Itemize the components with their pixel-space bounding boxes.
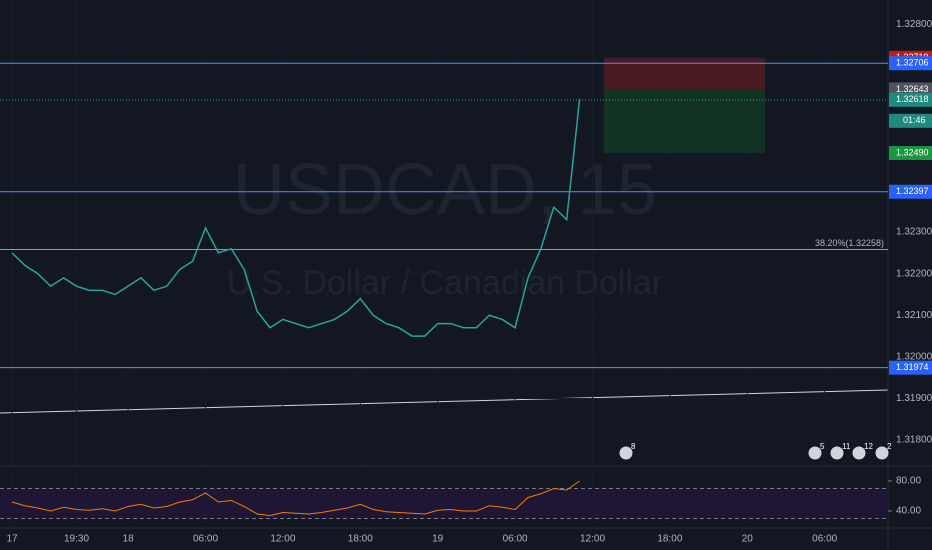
event-count: 2 xyxy=(887,442,892,451)
x-tick-label: 19:30 xyxy=(64,534,89,545)
x-tick-label: 18:00 xyxy=(657,534,682,545)
event-badge[interactable] xyxy=(874,445,890,461)
watermark-subtitle: U.S. Dollar / Canadian Dollar xyxy=(227,264,664,302)
price-tag xyxy=(889,360,932,375)
x-tick-label: 12:00 xyxy=(270,534,295,545)
price-line xyxy=(11,98,581,337)
x-tick-label: 18:00 xyxy=(348,534,373,545)
x-tick-label: 06:00 xyxy=(193,534,218,545)
x-tick-label: 12:00 xyxy=(580,534,605,545)
rsi-band-fill xyxy=(0,488,888,519)
x-tick-label: 06:00 xyxy=(812,534,837,545)
stop-zone xyxy=(604,57,765,90)
watermark: USDCAD, 15 xyxy=(233,150,657,230)
price-tag-label: 1.32643 xyxy=(896,84,929,94)
countdown: 01:46 xyxy=(903,115,926,125)
x-tick-label: 06:00 xyxy=(503,534,528,545)
event-count: 5 xyxy=(820,442,825,451)
event-badge[interactable] xyxy=(807,445,823,461)
y-tick-label: 1.32300 xyxy=(896,227,932,238)
y-tick-label: 80.00 xyxy=(896,476,921,487)
y-tick-label: 1.32200 xyxy=(896,268,932,279)
y-tick-label: 1.32100 xyxy=(896,310,932,321)
event-badge[interactable] xyxy=(851,445,867,461)
price-tag xyxy=(889,56,932,71)
price-tag-label: 1.32490 xyxy=(896,147,929,157)
price-tag-label: 1.32397 xyxy=(896,186,929,196)
event-badge[interactable] xyxy=(829,445,845,461)
target-zone xyxy=(604,89,765,154)
y-tick-label: 1.32800 xyxy=(896,19,932,30)
price-tag xyxy=(889,92,932,107)
rsi-line xyxy=(11,480,580,516)
x-tick-label: 19 xyxy=(432,534,444,545)
price-tag-label: 1.32618 xyxy=(896,94,929,104)
x-tick-label: 20 xyxy=(742,534,754,545)
event-count: 8 xyxy=(631,442,636,451)
fib-label: 38.20%(1.32258) xyxy=(815,238,884,248)
price-tag xyxy=(889,146,932,161)
x-tick-label: 18 xyxy=(123,534,135,545)
y-tick-label: 1.32000 xyxy=(896,352,932,363)
event-count: 12 xyxy=(864,442,873,451)
price-tag xyxy=(889,184,932,199)
y-tick-label: 40.00 xyxy=(896,506,921,517)
y-tick-label: 1.31800 xyxy=(896,435,932,446)
trend-line xyxy=(0,389,889,414)
price-tag-label: 1.31974 xyxy=(896,362,929,372)
x-tick-label: 17 xyxy=(6,534,18,545)
y-tick-label: 1.31900 xyxy=(896,393,932,404)
countdown-tag xyxy=(889,113,932,128)
event-badge[interactable] xyxy=(618,445,634,461)
event-count: 11 xyxy=(842,442,851,451)
price-tag-label: 1.32706 xyxy=(896,58,929,68)
